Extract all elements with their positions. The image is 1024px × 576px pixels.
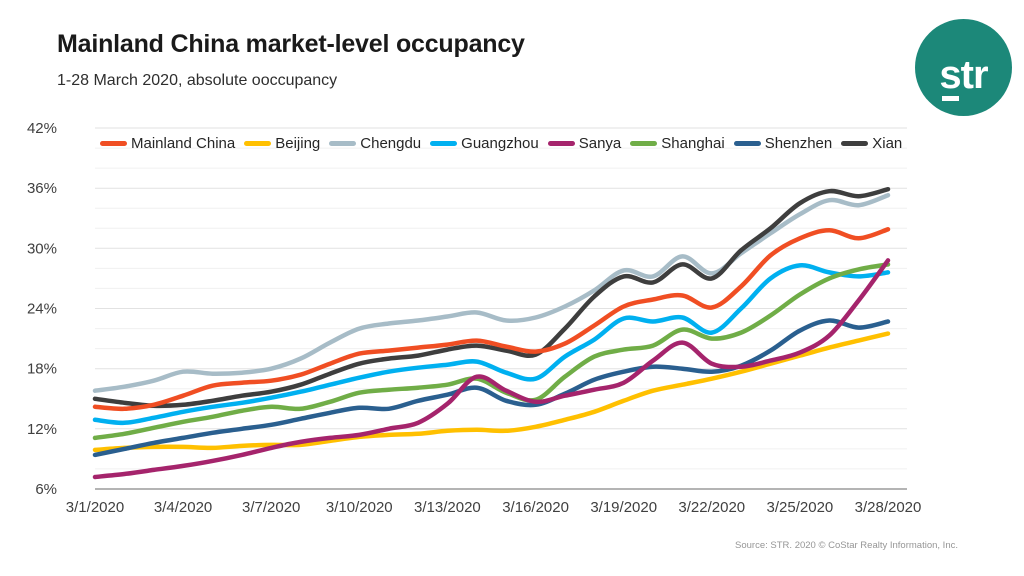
legend-item-shanghai: Shanghai — [630, 135, 725, 152]
chart-legend: Mainland China Beijing Chengdu Guangzhou San… — [100, 135, 902, 152]
legend-swatch-shanghai — [630, 141, 658, 146]
legend-label-mainland-china: Mainland China — [131, 135, 236, 152]
legend-swatch-guangzhou — [430, 141, 458, 146]
y-axis-tick-6: 6% — [35, 481, 57, 498]
series-line-guangzhou — [92, 263, 891, 426]
str-logo-underline — [942, 96, 959, 101]
y-axis-tick-18: 18% — [27, 361, 57, 378]
x-axis-tick-3-25-2020: 3/25/2020 — [767, 499, 834, 516]
legend-label-sanya: Sanya — [578, 135, 622, 152]
legend-item-chengdu: Chengdu — [329, 135, 421, 152]
series-line-shanghai — [92, 262, 891, 441]
occupancy-chart: 42% 36% 30% 24% 18% 12% 6% 3/1/2020 3/4/2020 3/7/… — [0, 105, 922, 540]
x-axis-tick-3-7-2020: 3/7/2020 — [242, 499, 300, 516]
series-line-sanya — [92, 258, 891, 480]
x-axis-tick-3-4-2020: 3/4/2020 — [154, 499, 212, 516]
x-axis-tick-3-19-2020: 3/19/2020 — [590, 499, 657, 516]
series-line-xian — [92, 186, 891, 409]
legend-label-xian: Xian — [872, 135, 903, 152]
series-line-beijing — [92, 331, 891, 453]
legend-label-beijing: Beijing — [275, 135, 321, 152]
series-line-chengdu — [92, 192, 891, 393]
legend-swatch-xian — [841, 141, 869, 146]
y-axis-tick-42: 42% — [27, 120, 57, 137]
occupancy-chart-canvas: 42% 36% 30% 24% 18% 12% 6% 3/1/2020 3/4/2020 3/7/… — [27, 120, 922, 516]
x-axis-tick-3-13-2020: 3/13/2020 — [414, 499, 481, 516]
x-axis-tick-3-22-2020: 3/22/2020 — [678, 499, 745, 516]
str-logo: str — [915, 19, 1012, 116]
legend-swatch-beijing — [244, 141, 272, 146]
legend-label-shanghai: Shanghai — [661, 135, 725, 152]
y-axis-tick-12: 12% — [27, 421, 57, 438]
x-axis-tick-3-10-2020: 3/10/2020 — [326, 499, 393, 516]
legend-item-mainland-china: Mainland China — [100, 135, 235, 152]
x-axis-tick-3-1-2020: 3/1/2020 — [66, 499, 124, 516]
legend-label-guangzhou: Guangzhou — [461, 135, 539, 152]
legend-swatch-mainland-china — [100, 141, 127, 146]
legend-swatch-chengdu — [329, 141, 357, 146]
y-axis-tick-30: 30% — [27, 240, 57, 257]
page-title: Mainland China market-level occupancy — [57, 30, 525, 58]
legend-label-shenzhen: Shenzhen — [764, 135, 833, 152]
str-logo-text: str — [939, 52, 988, 97]
legend-label-chengdu: Chengdu — [360, 135, 422, 152]
y-axis-tick-24: 24% — [27, 301, 57, 318]
legend-item-guangzhou: Guangzhou — [430, 135, 539, 152]
legend-item-beijing: Beijing — [244, 135, 320, 152]
legend-swatch-shenzhen — [733, 141, 761, 146]
legend-swatch-sanya — [547, 141, 575, 146]
legend-item-shenzhen: Shenzhen — [733, 135, 833, 152]
source-note: Source: STR. 2020 © CoStar Realty Inform… — [735, 540, 958, 551]
legend-item-sanya: Sanya — [547, 135, 622, 152]
series-line-mainland-china — [92, 227, 891, 412]
legend-item-xian: Xian — [841, 135, 902, 152]
x-axis-tick-3-16-2020: 3/16/2020 — [502, 499, 569, 516]
y-axis-tick-36: 36% — [27, 180, 57, 197]
page-subtitle: 1-28 March 2020, absolute ooccupancy — [57, 72, 338, 89]
x-axis-tick-3-28-2020: 3/28/2020 — [855, 499, 922, 516]
series-line-shenzhen — [92, 318, 891, 458]
